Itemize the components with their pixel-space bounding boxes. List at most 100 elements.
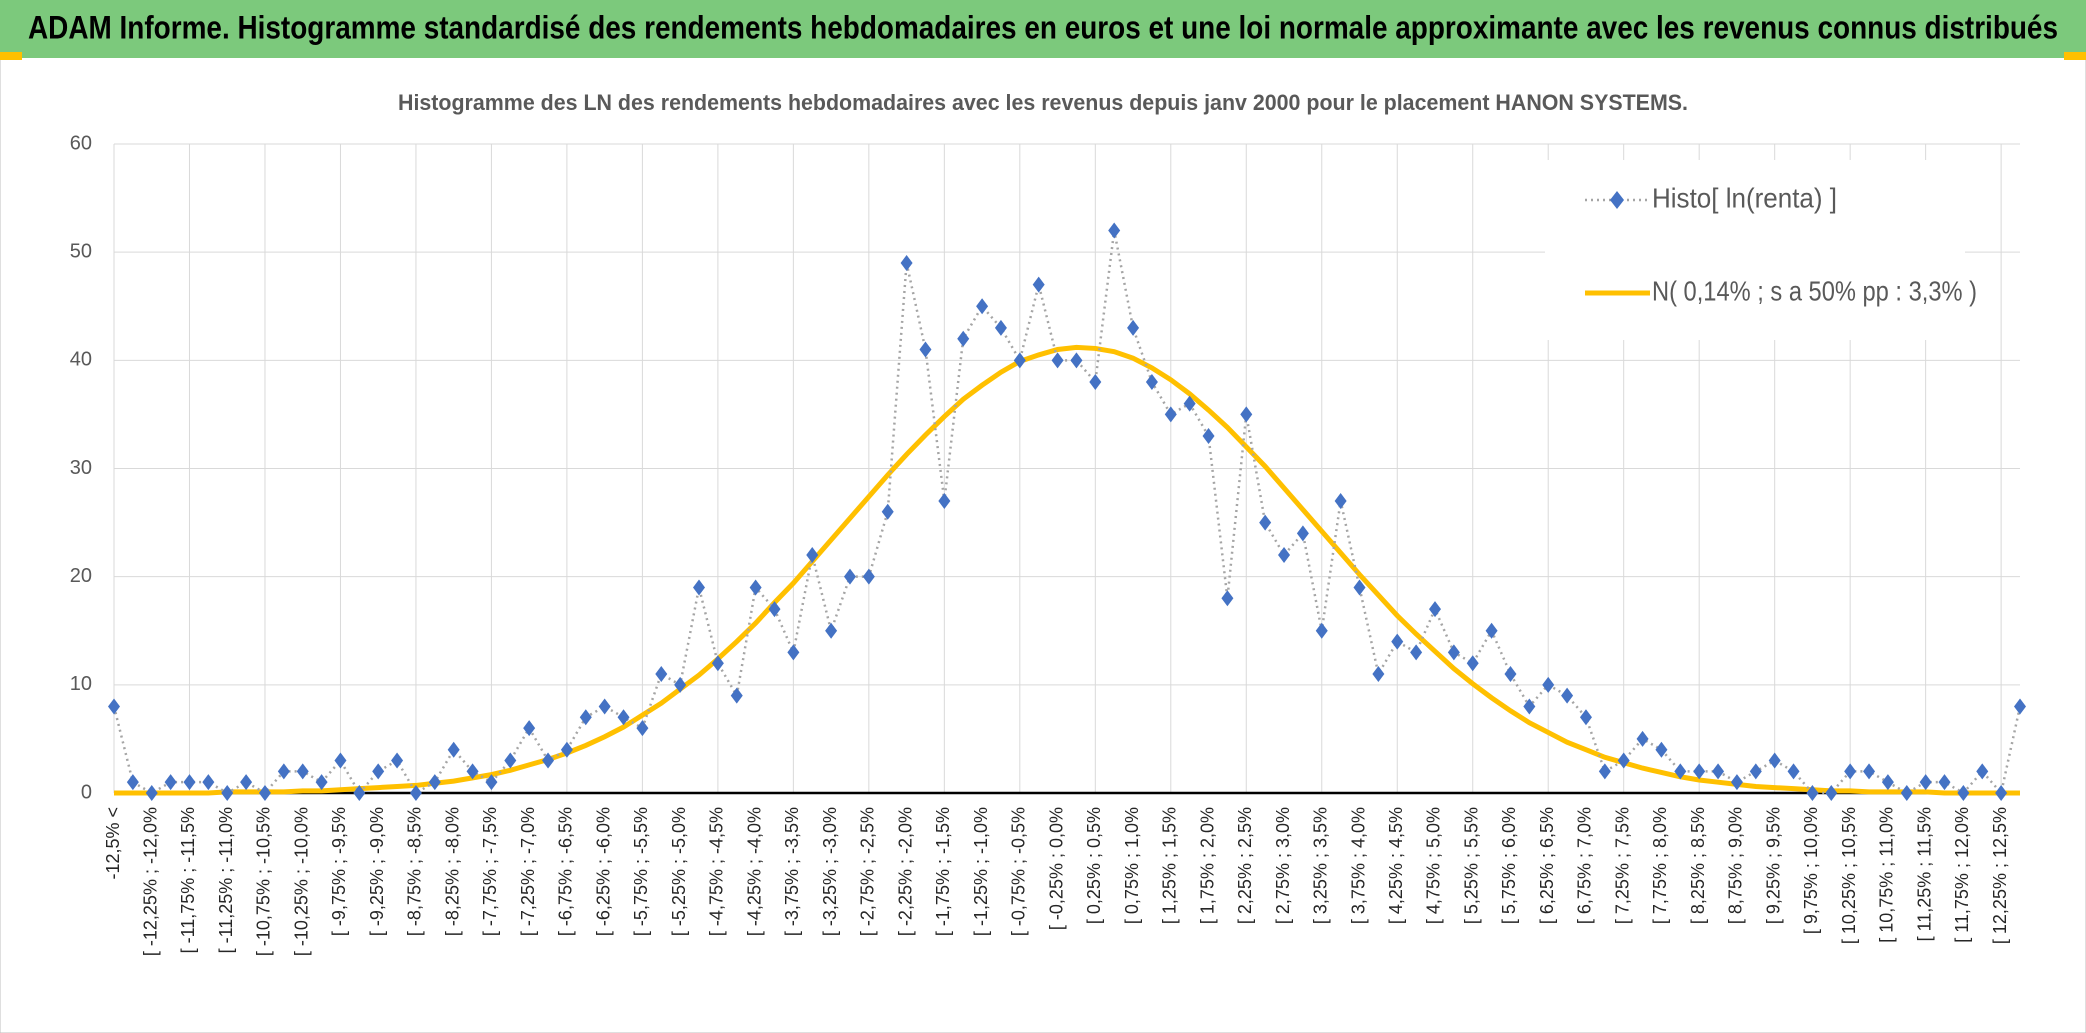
histo-marker [1447,644,1460,661]
y-tick-label: 40 [70,349,92,371]
x-tick-label: [ 5,75% ; 6,0% [1499,807,1519,924]
histo-marker [1051,352,1064,369]
x-tick-label: [ -2,25% ; -2,0% [895,807,915,936]
histo-marker [1466,655,1479,672]
y-tick-label: 30 [70,457,92,479]
histo-marker [1617,752,1630,769]
histo-line [112,230,2022,796]
histo-marker [994,319,1007,336]
histo-marker [560,741,573,758]
histo-marker [447,741,460,758]
histo-marker [1183,395,1196,412]
histo-marker [183,774,196,791]
histo-marker [1240,406,1253,423]
histo-marker [749,579,762,596]
x-tick-label: [ -3,25% ; -3,0% [820,807,840,936]
x-tick-label: [ 11,75% ; 12,0% [1952,807,1972,943]
histo-marker [617,709,630,726]
x-tick-label: [ -6,25% ; -6,0% [593,807,613,936]
x-tick-label: [ -9,25% ; -9,0% [367,807,387,936]
x-tick-label: [ 9,25% ; 9,5% [1763,807,1783,924]
histo-marker [636,720,649,737]
histo-marker [334,752,347,769]
histo-marker [1636,730,1649,747]
histo-marker [1863,763,1876,780]
x-tick-label: [ -0,25% ; 0,0% [1046,807,1066,930]
histo-marker [655,666,668,683]
x-tick-label: [ -5,75% ; -5,5% [631,807,651,936]
histo-marker [1259,514,1272,531]
histo-marker [1202,428,1215,445]
histo-marker [428,774,441,791]
x-tick-label: [ -6,75% ; -6,5% [556,807,576,936]
histo-marker [1825,785,1838,801]
histo-marker [938,492,951,509]
histo-marker [1070,352,1083,369]
histo-marker [1844,763,1857,780]
x-tick-label: [ 10,75% ; 11,0% [1877,807,1897,943]
x-tick-label: [ 6,25% ; 6,5% [1537,807,1557,924]
histo-marker [1561,687,1574,704]
legend-label: N( 0,14% ; s a 50% pp : 3,3% ) [1652,275,1977,306]
x-tick-label: [ -3,75% ; -3,5% [782,807,802,936]
histo-marker [881,503,894,520]
histo-marker [2014,698,2026,715]
histo-marker [1278,547,1291,564]
x-tick-label: [ -9,75% ; -9,5% [329,807,349,936]
x-tick-label: [ 3,75% ; 4,0% [1348,807,1368,924]
histo-marker [1089,373,1102,390]
histo-marker [108,698,120,715]
x-tick-label: [ -10,25% ; -10,0% [291,807,311,956]
x-tick-label: [ 1,25% ; 1,5% [1160,807,1180,924]
legend-marker [1610,191,1624,209]
x-tick-label: [ -7,75% ; -7,5% [480,807,500,936]
histo-marker [1730,774,1743,791]
y-tick-label: 10 [70,673,92,695]
x-tick-label: [ 9,75% ; 10,0% [1801,807,1821,934]
histo-marker [825,622,838,639]
y-tick-label: 60 [70,132,92,154]
x-tick-label: [ 0,75% ; 1,0% [1122,807,1142,924]
histo-marker [862,568,875,585]
histo-marker [485,774,498,791]
x-tick-label: [ -4,75% ; -4,5% [707,807,727,936]
x-tick-label: [ 1,75% ; 2,0% [1197,807,1217,924]
histo-marker [693,579,706,596]
histo-marker [768,601,781,618]
header-bar [0,0,2086,58]
histo-marker [900,254,913,271]
x-tick-label: [ -10,75% ; -10,5% [254,807,274,956]
y-tick-label: 20 [70,565,92,587]
histo-marker [843,568,856,585]
x-tick-label: [ 4,25% ; 4,5% [1386,807,1406,924]
x-tick-label: [ 8,25% ; 8,5% [1688,807,1708,924]
x-tick-label: [ -7,25% ; -7,0% [518,807,538,936]
chart-title: Histogramme des LN des rendements hebdom… [398,90,1688,115]
histo-marker [674,676,687,693]
histo-marker [353,785,366,801]
histo-marker [126,774,139,791]
histo-marker [1900,785,1913,801]
histo-marker [1919,774,1932,791]
histo-marker [1410,644,1423,661]
x-tick-label: [ 2,25% ; 2,5% [1235,807,1255,924]
x-tick-label: [ -1,25% ; -1,0% [971,807,991,936]
histo-marker [1315,622,1328,639]
histo-marker [919,341,932,358]
histo-marker [1881,774,1894,791]
x-tick-label: [ -11,25% ; -11,0% [216,807,236,953]
histo-marker [1995,785,2008,801]
histo-marker [1013,352,1026,369]
histo-marker [1976,763,1989,780]
histo-marker [579,709,592,726]
histo-marker [1391,633,1404,650]
corner-mark [0,52,22,60]
x-tick-label: [ -12,25% ; -12,0% [140,807,160,956]
histo-marker [1164,406,1177,423]
histo-marker [221,785,234,801]
histo-marker [1674,763,1687,780]
x-tick-label: [ -8,75% ; -8,5% [405,807,425,936]
histo-marker [1353,579,1366,596]
histo-marker [1504,666,1517,683]
histo-marker [315,774,328,791]
